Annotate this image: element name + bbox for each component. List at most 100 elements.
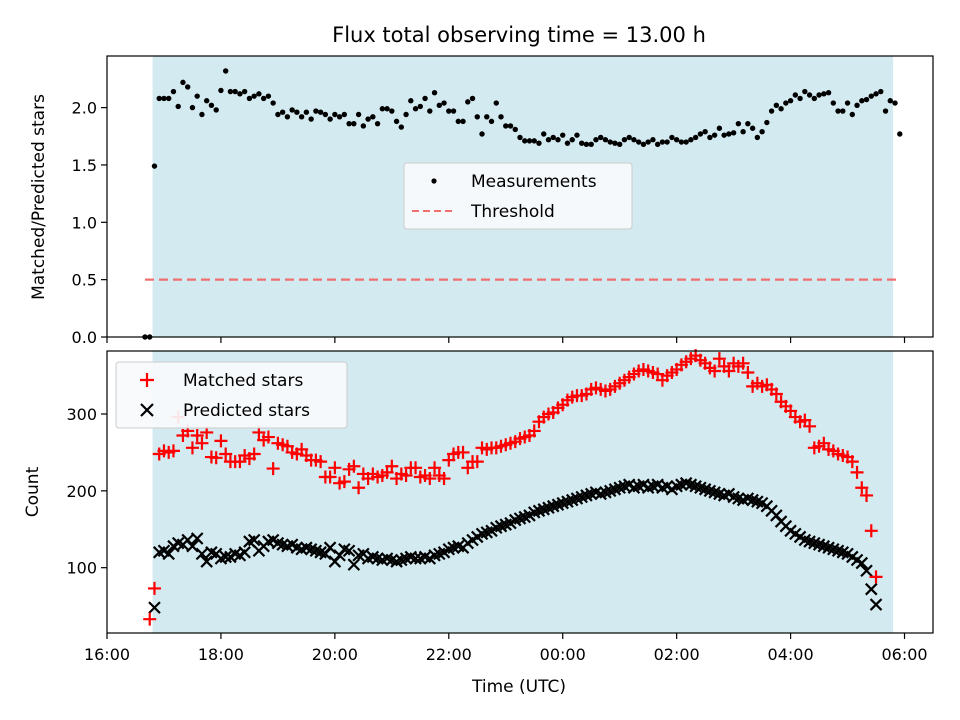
- measurement-point: [317, 109, 324, 115]
- measurement-point: [460, 118, 466, 125]
- x-tick-label: 16:00: [84, 645, 130, 664]
- measurement-point: [275, 111, 281, 118]
- measurement-point: [631, 137, 637, 143]
- matched-star-point: [527, 424, 541, 438]
- measurement-point: [536, 140, 542, 146]
- matched-star-point: [869, 570, 883, 584]
- measurement-point: [640, 141, 647, 148]
- measurement-point: [588, 141, 594, 148]
- matched-star-point: [147, 581, 161, 595]
- measurement-point: [246, 95, 253, 102]
- x-tick-label: 20:00: [312, 645, 358, 664]
- legend-matched-marker: [140, 373, 154, 387]
- measurement-point: [389, 108, 395, 114]
- matched-star-point: [712, 352, 726, 366]
- matched-star-point: [456, 445, 470, 459]
- measurement-point: [256, 91, 262, 97]
- x-tick-label: 02:00: [654, 645, 700, 664]
- measurement-point: [360, 123, 367, 129]
- measurement-point: [365, 116, 371, 122]
- top-y-ticks: 0.0 0.5 1.0 1.5 2.0: [72, 99, 107, 347]
- top-axes-frame: [106, 55, 934, 338]
- x-tick-label: 18:00: [198, 645, 244, 664]
- measurement-point: [474, 114, 480, 120]
- measurement-point: [678, 139, 685, 145]
- matched-star-point: [323, 470, 337, 484]
- x-tick-label: 22:00: [426, 645, 472, 664]
- legend-predicted-label: Predicted stars: [183, 401, 310, 421]
- predicted-star-point: [869, 598, 883, 611]
- measurement-point: [327, 116, 333, 122]
- measurement-point: [484, 114, 490, 120]
- measurement-point: [222, 68, 229, 74]
- measurement-point: [612, 140, 618, 146]
- top-y-tick-label: 0.5: [72, 271, 97, 290]
- matched-star-point: [190, 429, 204, 443]
- measurement-point: [465, 99, 471, 105]
- measurement-point: [336, 114, 343, 120]
- measurement-point: [583, 141, 590, 148]
- measurement-point: [616, 141, 623, 148]
- measurement-point: [707, 134, 713, 141]
- matched-star-point: [803, 419, 817, 433]
- measurement-point: [545, 137, 552, 143]
- measurement-point: [692, 134, 699, 141]
- measurement-point: [749, 125, 756, 131]
- measurement-point: [308, 116, 314, 122]
- measurement-point: [450, 108, 457, 114]
- measurement-point: [721, 132, 727, 138]
- measurement-point: [208, 102, 215, 109]
- measurement-point: [550, 134, 556, 141]
- measurement-point: [422, 95, 428, 102]
- measurement-point: [379, 106, 386, 112]
- measurement-point: [265, 93, 272, 99]
- measurement-point: [446, 108, 452, 114]
- x-tick-label: 04:00: [768, 645, 814, 664]
- bottom-legend: Matched stars Predicted stars: [115, 361, 348, 429]
- measurement-point: [189, 104, 196, 111]
- predicted-star-point: [247, 533, 261, 547]
- measurement-point: [778, 106, 784, 112]
- measurement-point: [408, 98, 414, 104]
- matched-star-point: [845, 455, 859, 469]
- matched-star-point: [347, 459, 361, 473]
- matched-star-point: [337, 475, 351, 489]
- measurement-point: [227, 88, 234, 95]
- measurement-point: [541, 131, 547, 137]
- measurement-point: [203, 98, 210, 104]
- measurement-point: [840, 108, 846, 114]
- measurement-point: [469, 95, 476, 102]
- measurement-point: [455, 118, 461, 125]
- measurement-point: [166, 95, 172, 102]
- matched-star-point: [769, 387, 783, 401]
- matched-star-point: [143, 612, 157, 626]
- measurement-point: [621, 137, 628, 143]
- matched-star-point: [409, 461, 423, 475]
- measurement-point: [787, 98, 794, 104]
- matched-star-point: [722, 364, 736, 378]
- measurement-point: [498, 114, 504, 120]
- measurement-point: [688, 137, 694, 143]
- measurement-point: [384, 106, 390, 112]
- matched-star-point: [437, 472, 451, 486]
- measurement-point: [806, 92, 813, 98]
- measurement-point: [854, 102, 860, 109]
- measurement-point: [797, 95, 803, 102]
- matched-star-point: [708, 364, 722, 378]
- measurement-point: [849, 111, 855, 118]
- matched-star-point: [864, 524, 878, 538]
- top-y-tick-label: 1.5: [72, 156, 97, 175]
- measurement-point: [821, 91, 827, 97]
- measurement-point: [346, 120, 352, 127]
- measurement-point: [270, 100, 276, 106]
- measurement-point: [403, 111, 409, 118]
- measurement-point: [868, 93, 874, 99]
- measurement-point: [332, 111, 338, 118]
- measurement-point: [260, 95, 267, 102]
- measurement-point: [735, 120, 742, 127]
- measurement-point: [185, 84, 191, 90]
- matched-star-point: [261, 430, 275, 444]
- panel-ratio: 0.00.51.01.52.0 Matched/Predicted stars …: [29, 55, 934, 347]
- measurement-point: [427, 108, 433, 114]
- measurement-point: [711, 132, 718, 138]
